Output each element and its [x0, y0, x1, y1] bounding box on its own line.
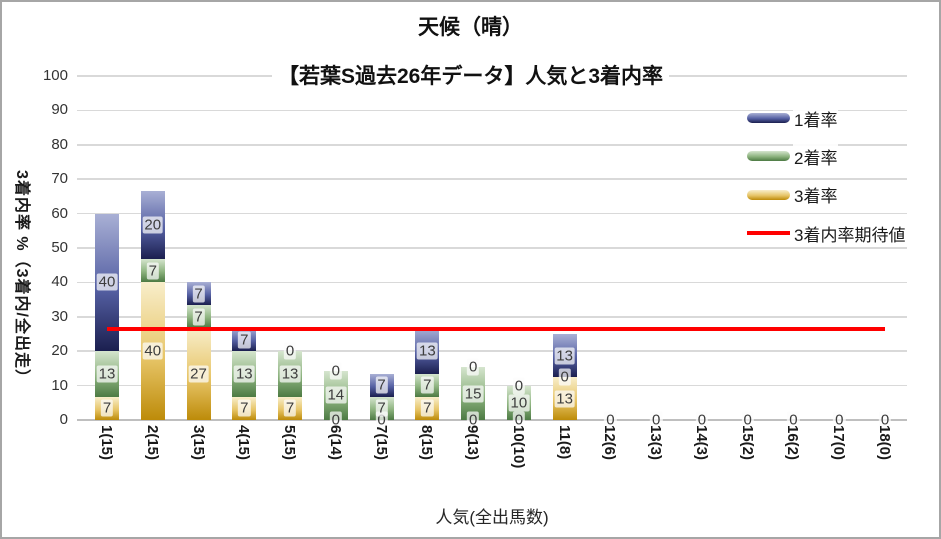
x-tick-label: 15(2)	[738, 425, 756, 461]
chart-title-line2: 【若葉S過去26年データ】人気と3着内率	[2, 60, 939, 90]
x-tick-label: 6(14)	[326, 425, 344, 461]
data-label: 0	[329, 411, 342, 429]
data-label: 0	[604, 411, 617, 429]
x-tick-label: 9(13)	[464, 425, 482, 461]
legend-color-swatch	[747, 151, 790, 162]
data-label: 0	[695, 411, 709, 429]
data-label: 0	[329, 362, 342, 380]
legend-item: 1着率	[747, 105, 839, 131]
x-tick-label: 2(15)	[143, 425, 161, 461]
gridline	[77, 350, 907, 352]
x-tick-label: 1(15)	[98, 425, 115, 461]
x-tick-label: 7(15)	[372, 425, 390, 461]
data-label: 13	[96, 365, 118, 383]
x-tick-label: 8(15)	[418, 425, 436, 461]
legend-label: 3着内率期待値	[793, 220, 907, 246]
y-tick-label: 30	[51, 307, 68, 325]
data-label: 14	[325, 386, 347, 404]
y-tick-label: 50	[51, 239, 68, 256]
data-label: 7	[375, 376, 388, 394]
y-tick-label: 80	[51, 135, 68, 153]
x-tick-label: 10(10)	[509, 425, 527, 469]
data-label: 0	[512, 377, 526, 395]
y-tick-label: 10	[51, 376, 68, 394]
chart-title-line2-text: 【若葉S過去26年データ】人気と3着内率	[271, 65, 670, 88]
gridline	[77, 281, 907, 284]
legend-item: 3着率	[747, 182, 839, 208]
x-tick-label: 5(15)	[281, 425, 299, 461]
x-tick-label: 11(8)	[555, 425, 573, 460]
y-tick-label: 20	[51, 342, 68, 360]
data-label: 0	[512, 411, 526, 429]
legend-item: 2着率	[747, 143, 839, 169]
legend-color-swatch	[747, 189, 790, 200]
x-tick-label: 14(3)	[692, 425, 710, 461]
x-tick-label: 13(3)	[647, 425, 665, 461]
data-label: 0	[466, 411, 480, 429]
x-tick-label: 17(0)	[830, 425, 848, 461]
legend-color-swatch	[747, 113, 790, 123]
x-tick-label: 18(0)	[876, 425, 893, 461]
x-tick-label: 4(15)	[235, 425, 253, 461]
y-tick-label: 90	[51, 101, 68, 119]
data-label: 7	[283, 399, 297, 417]
chart-title-line1: 天候（晴）	[418, 16, 523, 39]
gridline	[77, 178, 907, 180]
data-label: 7	[192, 308, 205, 326]
data-label: 7	[192, 285, 205, 303]
x-tick-label: 3(15)	[189, 425, 207, 461]
x-tick-label: 16(2)	[784, 425, 802, 461]
data-label: 0	[878, 411, 892, 429]
plot-area: 7 13 40 40 7 20 27 7 7 7 13 7 7 13 0 0 14 0 0 7 7 7 7 13 0 15 0 0 10…	[77, 75, 907, 429]
data-label: 40	[96, 273, 118, 291]
legend-label: 1着率	[793, 105, 839, 131]
gridline	[77, 109, 907, 112]
y-tick-label: 0	[59, 411, 68, 428]
gridline	[77, 212, 907, 215]
data-label: 0	[283, 342, 297, 360]
data-label: 7	[421, 376, 434, 394]
y-tick-label: 100	[42, 67, 68, 84]
data-label: 13	[554, 390, 575, 407]
data-label: 15	[462, 385, 484, 402]
data-label: 0	[833, 411, 846, 429]
data-label: 0	[466, 358, 480, 376]
y-tick-label: 40	[51, 273, 68, 291]
y-axis-title: 3着内率 %（3着内/全出走）	[13, 170, 30, 386]
legend-line-swatch	[747, 231, 790, 236]
data-label: 7	[146, 262, 159, 280]
data-label: 0	[650, 411, 663, 429]
data-label: 0	[741, 411, 754, 429]
data-label: 0	[787, 411, 800, 429]
legend-label: 3着率	[793, 182, 839, 208]
expected-rate-line	[107, 326, 885, 331]
data-label: 27	[188, 365, 209, 383]
x-axis-title: 人気(全出馬数)	[435, 508, 549, 527]
data-label: 10	[508, 394, 530, 412]
legend-label: 2着率	[793, 143, 839, 169]
y-tick-label: 70	[51, 170, 68, 188]
data-label: 13	[554, 347, 575, 364]
gridline	[77, 316, 907, 318]
y-tick-label: 60	[51, 204, 68, 222]
data-label: 13	[279, 365, 301, 383]
data-label: 40	[142, 342, 164, 360]
data-label: 7	[238, 399, 251, 417]
gridline	[77, 247, 907, 249]
data-label: 7	[421, 399, 434, 417]
gridline	[77, 144, 907, 146]
x-axis-line	[77, 419, 907, 421]
x-tick-label: 12(6)	[601, 425, 619, 461]
gridline	[77, 384, 907, 387]
data-label: 13	[233, 365, 255, 383]
data-label: 7	[100, 399, 114, 417]
data-label: 13	[417, 342, 438, 360]
data-label: 7	[375, 399, 388, 417]
data-label: 0	[558, 368, 571, 386]
data-label: 7	[238, 331, 251, 349]
legend-item: 3着内率期待値	[747, 220, 907, 246]
data-label: 20	[142, 216, 164, 234]
